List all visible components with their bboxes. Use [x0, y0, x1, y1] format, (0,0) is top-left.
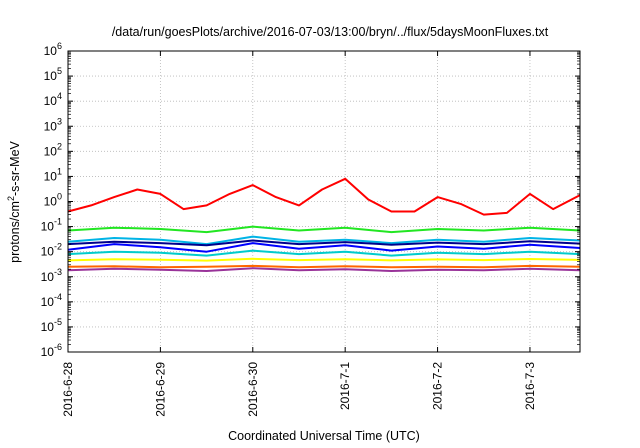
x-tick-label: 2016-7-3	[523, 362, 537, 410]
series-line-3	[67, 235, 581, 246]
series-line-8	[67, 264, 581, 269]
y-tick-label: 10-4	[41, 292, 62, 309]
y-tick-label: 106	[44, 41, 62, 58]
y-axis-ticks: 10-6 10-5 10-4 10-3 10-2 10-1 100 101 102 103 104 1…	[41, 41, 580, 359]
y-tick-label: 101	[44, 166, 62, 183]
y-tick-label: 10-3	[41, 267, 62, 284]
y-tick-label: 10-2	[41, 242, 62, 259]
y-tick-label: 102	[44, 141, 62, 158]
x-axis-label: Coordinated Universal Time (UTC)	[228, 429, 420, 443]
y-tick-label: 10-1	[41, 217, 62, 234]
chart-title: /data/run/goesPlots/archive/2016-07-03/1…	[112, 25, 549, 39]
y-tick-label: 105	[44, 66, 62, 83]
x-tick-label: 2016-6-30	[246, 362, 260, 417]
series-line-7	[67, 257, 581, 262]
x-axis-ticks: 2016-6-28 2016-6-29 2016-6-30 2016-7-1 2016-…	[61, 51, 537, 417]
y-tick-label: 10-5	[41, 317, 62, 334]
series-line-6	[67, 249, 581, 257]
series-line-4	[67, 242, 581, 253]
series-line-9	[67, 267, 581, 272]
y-tick-label: 104	[44, 91, 62, 108]
y-axis-label: protons/cm2-s-sr-MeV	[6, 140, 22, 262]
series-line-2	[67, 225, 581, 234]
x-tick-label: 2016-6-29	[153, 362, 167, 417]
grid	[68, 50, 580, 353]
y-tick-label: 100	[44, 192, 62, 209]
series-line-1	[67, 177, 581, 216]
y-tick-label: 103	[44, 116, 62, 133]
x-tick-label: 2016-6-28	[61, 362, 75, 417]
series-group	[67, 177, 581, 272]
x-tick-label: 2016-7-1	[338, 362, 352, 410]
y-tick-label: 10-6	[41, 342, 62, 359]
x-tick-label: 2016-7-2	[431, 362, 445, 410]
series-line-5	[67, 239, 581, 247]
